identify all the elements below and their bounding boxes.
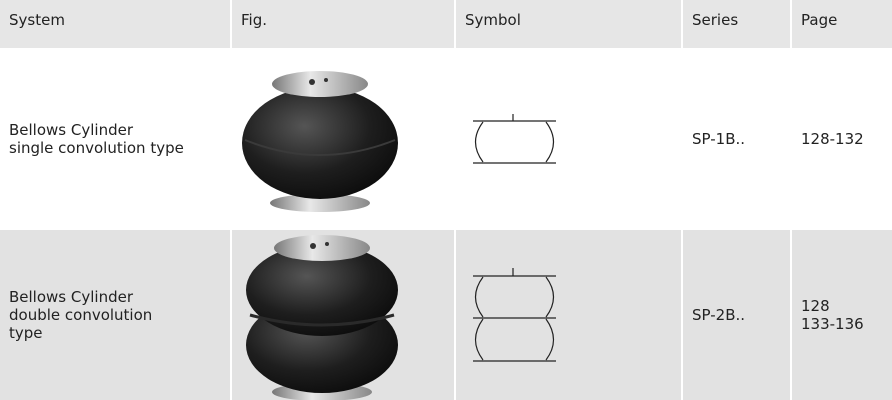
system-cell: Bellows Cylinder double convolution type (0, 230, 232, 400)
header-cell: Series (683, 0, 792, 48)
header-text: Fig. (241, 11, 267, 29)
bellows-single-image (242, 71, 398, 212)
system-text: single convolution type (9, 139, 184, 157)
series-text: SP-1B.. (692, 130, 746, 148)
page-cell: 128 133-136 (792, 230, 892, 400)
header-text: Series (692, 11, 739, 29)
header-text: Symbol (465, 11, 521, 29)
symbol-cell (456, 48, 683, 230)
header-text: Page (801, 11, 838, 29)
bellows-double-image (246, 235, 398, 400)
system-text: double convolution (9, 306, 153, 324)
header-text: System (9, 11, 65, 29)
series-cell: SP-2B.. (683, 230, 792, 400)
header-cell: System (0, 0, 232, 48)
symbol-cell (456, 230, 683, 400)
series-text: SP-2B.. (692, 306, 746, 324)
page-text: 128 (801, 297, 830, 315)
header-cell: Fig. (232, 0, 456, 48)
system-text: type (9, 324, 43, 342)
symbol-single (473, 114, 556, 164)
page-text: 128-132 (801, 130, 864, 148)
header-cell: Symbol (456, 0, 683, 48)
system-text: Bellows Cylinder (9, 288, 133, 306)
system-cell: Bellows Cylinder single convolution type (0, 48, 232, 230)
symbol-double (473, 268, 556, 362)
page-text: 133-136 (801, 315, 864, 333)
page-cell: 128-132 (792, 48, 892, 230)
system-text: Bellows Cylinder (9, 121, 133, 139)
series-cell: SP-1B.. (683, 48, 792, 230)
header-cell: Page (792, 0, 892, 48)
